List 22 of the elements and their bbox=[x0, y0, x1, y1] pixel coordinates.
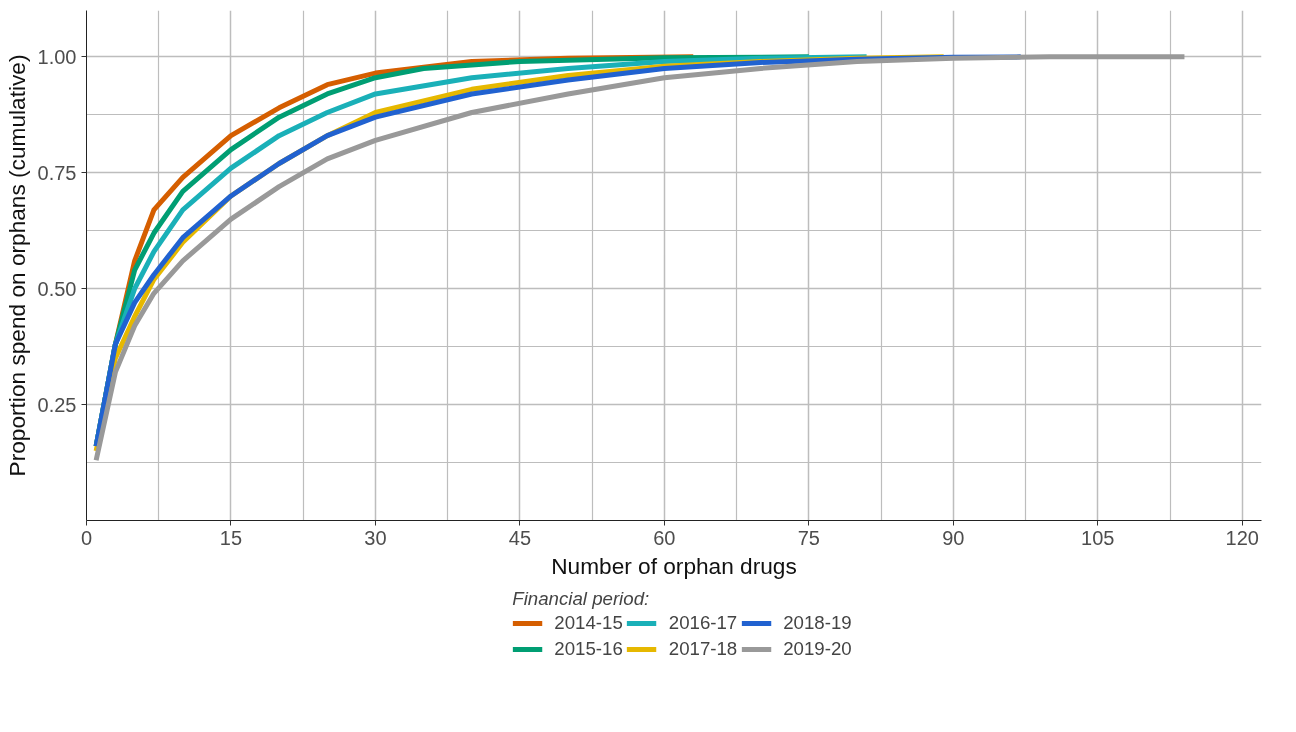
x-tick-label: 90 bbox=[942, 526, 965, 549]
x-tick-label: 30 bbox=[364, 526, 387, 549]
x-tick-label: 105 bbox=[1081, 526, 1115, 549]
legend-label: 2017-18 bbox=[668, 637, 738, 660]
x-tick-label: 45 bbox=[508, 526, 532, 549]
x-tick-label: 0 bbox=[80, 526, 93, 549]
y-tick-label: 0.25 bbox=[37, 393, 77, 416]
legend-label: 2014-15 bbox=[554, 611, 623, 634]
y-axis-title: Proportion spend on orphans (cumulative) bbox=[3, 54, 30, 477]
y-tick-label: 0.75 bbox=[37, 161, 77, 184]
legend-label: 2016-17 bbox=[668, 611, 738, 634]
y-tick-label: 0.50 bbox=[37, 277, 77, 300]
y-tick-label: 1.00 bbox=[37, 45, 77, 68]
x-tick-label: 15 bbox=[219, 526, 243, 549]
legend-label: 2018-19 bbox=[783, 611, 852, 634]
x-tick-label: 75 bbox=[797, 526, 820, 549]
x-axis-title: Number of orphan drugs bbox=[551, 552, 797, 579]
legend-label: 2015-16 bbox=[554, 637, 623, 660]
x-tick-label: 120 bbox=[1225, 526, 1259, 549]
x-tick-label: 60 bbox=[653, 526, 676, 549]
legend-label: 2019-20 bbox=[783, 637, 852, 660]
legend-title: Financial period: bbox=[512, 587, 651, 610]
